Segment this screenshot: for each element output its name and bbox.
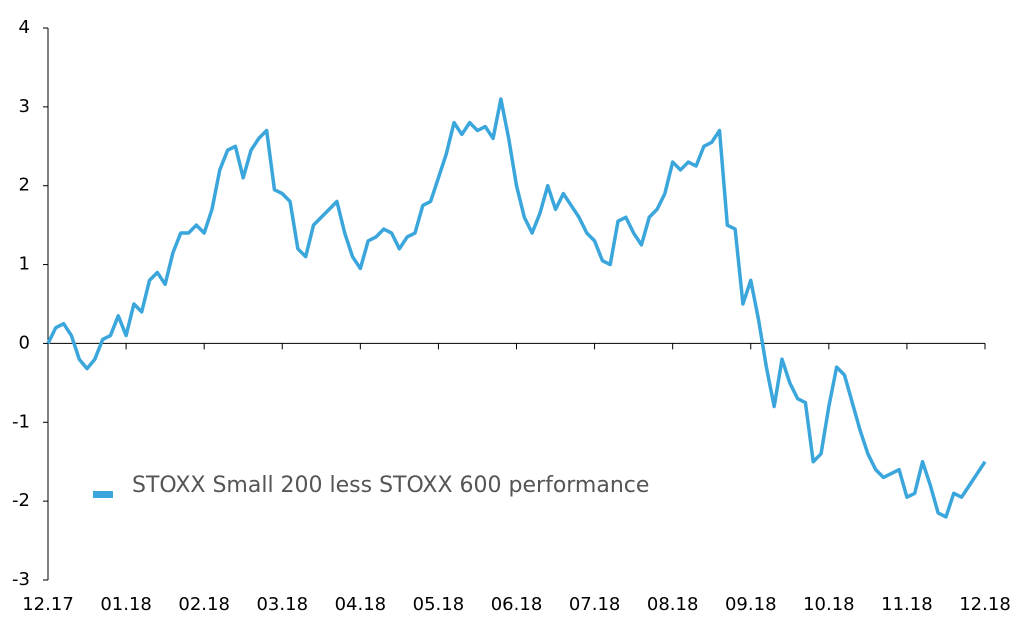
- x-tick-label: 02.18: [178, 594, 230, 615]
- y-tick-label: -3: [12, 569, 30, 590]
- x-tick-label: 07.18: [569, 594, 621, 615]
- x-tick-label: 10.18: [803, 594, 855, 615]
- x-tick-label: 12.18: [959, 594, 1011, 615]
- x-tick-label: 05.18: [413, 594, 465, 615]
- legend-label: STOXX Small 200 less STOXX 600 performan…: [132, 473, 649, 498]
- x-tick-label: 11.18: [881, 594, 933, 615]
- x-tick-label: 01.18: [100, 594, 152, 615]
- y-tick-label: -2: [12, 490, 30, 511]
- line: [46, 97, 987, 519]
- y-tick-label: 1: [19, 254, 30, 275]
- x-tick-label: 06.18: [491, 594, 543, 615]
- y-tick-label: 2: [19, 175, 30, 196]
- x-tick-label: 12.17: [22, 594, 74, 615]
- legend-swatch: [93, 491, 113, 498]
- y-tick-label: 0: [19, 332, 30, 353]
- y-tick-label: -1: [12, 411, 30, 432]
- x-tick-label: 04.18: [335, 594, 387, 615]
- x-tick-label: 08.18: [647, 594, 699, 615]
- x-tick-label: 03.18: [256, 594, 308, 615]
- y-tick-label: 4: [19, 17, 30, 38]
- x-tick-label: 09.18: [725, 594, 777, 615]
- y-tick-label: 3: [19, 96, 30, 117]
